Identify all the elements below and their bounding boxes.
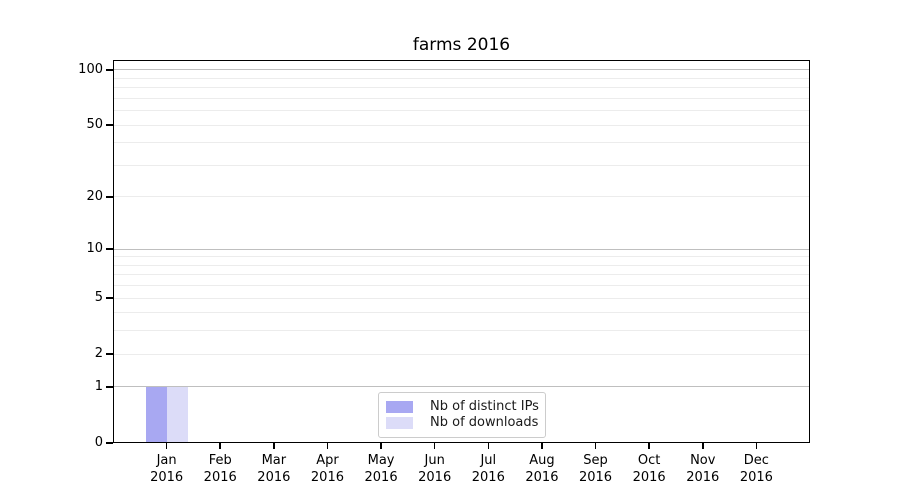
major-gridline <box>114 297 809 299</box>
x-tick-year: 2016 <box>471 470 505 485</box>
x-tick-year: 2016 <box>686 470 720 485</box>
minor-gridline <box>114 330 809 332</box>
major-gridline <box>114 196 809 198</box>
x-tick-label: Jun 2016 <box>403 452 467 486</box>
x-tick-month: Sep <box>583 453 608 468</box>
x-tick-mark <box>326 443 329 449</box>
x-tick-label: May 2016 <box>349 452 413 486</box>
x-tick-year: 2016 <box>418 470 452 485</box>
legend-label-downloads: Nb of downloads <box>430 415 539 430</box>
x-tick-mark <box>702 443 704 449</box>
x-tick-mark <box>541 443 543 449</box>
x-tick-label: Jan 2016 <box>135 452 199 486</box>
x-tick-year: 2016 <box>257 470 291 485</box>
x-tick-month: May <box>367 453 395 468</box>
legend-label-distinct-ips: Nb of distinct IPs <box>430 399 539 414</box>
y-tick-mark <box>106 69 113 71</box>
x-tick-month: Oct <box>637 453 661 468</box>
y-tick-label: 100 <box>78 61 103 77</box>
x-tick-month: Aug <box>529 453 555 468</box>
x-tick-label: Dec 2016 <box>724 452 788 486</box>
x-tick-label: Sep 2016 <box>564 452 628 486</box>
chart-title: farms 2016 <box>412 35 511 55</box>
major-gridline <box>114 248 809 250</box>
x-tick-label: Nov 2016 <box>671 452 735 486</box>
x-tick-label: Oct 2016 <box>617 452 681 486</box>
major-gridline <box>114 386 809 388</box>
y-tick-mark <box>106 442 113 444</box>
x-tick-month: Nov <box>690 453 716 468</box>
x-tick-label: Jul 2016 <box>456 452 520 486</box>
x-tick-label: Feb 2016 <box>188 452 252 486</box>
x-tick-mark <box>433 443 436 449</box>
minor-gridline <box>114 87 809 89</box>
bar-nb-of-distinct-ips <box>145 386 167 443</box>
legend: Nb of distinct IPs Nb of downloads <box>378 392 546 438</box>
minor-gridline <box>114 285 809 287</box>
y-tick-label: 5 <box>94 290 103 306</box>
x-tick-year: 2016 <box>632 470 666 485</box>
major-gridline <box>114 353 809 355</box>
y-tick-label: 20 <box>86 188 103 204</box>
y-tick-mark <box>106 248 113 250</box>
plot-area <box>113 60 810 443</box>
x-tick-year: 2016 <box>578 470 613 485</box>
x-tick-month: Jul <box>480 453 497 468</box>
x-tick-mark <box>648 443 650 449</box>
y-tick-mark <box>106 196 113 198</box>
x-tick-mark <box>755 443 758 449</box>
minor-gridline <box>114 256 809 258</box>
major-gridline <box>114 124 809 126</box>
x-tick-month: Jun <box>424 453 445 468</box>
x-tick-label: Aug 2016 <box>510 452 574 486</box>
x-tick-month: Mar <box>261 453 287 468</box>
x-tick-label: Mar 2016 <box>242 452 306 486</box>
x-tick-month: Dec <box>743 453 769 468</box>
legend-entry-distinct-ips: Nb of distinct IPs <box>386 399 539 414</box>
x-tick-year: 2016 <box>525 470 559 485</box>
legend-swatch-distinct-ips <box>386 401 413 413</box>
major-gridline <box>114 69 809 71</box>
minor-gridline <box>114 97 809 99</box>
x-tick-mark <box>165 443 168 449</box>
y-tick-mark <box>106 297 113 299</box>
x-tick-mark <box>594 443 597 449</box>
minor-gridline <box>114 142 809 144</box>
x-tick-mark <box>380 443 382 449</box>
y-tick-label: 1 <box>94 378 103 394</box>
minor-gridline <box>114 274 809 276</box>
minor-gridline <box>114 164 809 166</box>
x-tick-mark <box>487 443 490 449</box>
minor-gridline <box>114 264 809 266</box>
legend-entry-downloads: Nb of downloads <box>386 415 539 430</box>
y-tick-label: 2 <box>94 346 103 362</box>
x-tick-label: Apr 2016 <box>295 452 359 486</box>
y-tick-mark <box>106 353 113 355</box>
minor-gridline <box>114 110 809 112</box>
x-tick-year: 2016 <box>203 470 237 485</box>
y-tick-label: 50 <box>86 117 103 133</box>
y-tick-mark <box>106 386 113 388</box>
y-tick-mark <box>106 124 113 126</box>
x-tick-month: Apr <box>316 453 339 468</box>
minor-gridline <box>114 77 809 79</box>
legend-swatch-downloads <box>386 417 413 429</box>
y-tick-label: 0 <box>94 435 103 450</box>
x-tick-mark <box>219 443 221 449</box>
x-tick-year: 2016 <box>310 470 344 485</box>
x-tick-year: 2016 <box>364 470 398 485</box>
x-tick-month: Jan <box>156 453 177 468</box>
x-tick-year: 2016 <box>150 470 184 485</box>
minor-gridline <box>114 312 809 314</box>
x-tick-month: Feb <box>208 453 232 468</box>
y-tick-label: 10 <box>86 241 103 257</box>
bar-nb-of-downloads <box>166 386 188 443</box>
x-tick-mark <box>273 443 275 449</box>
x-tick-year: 2016 <box>739 470 773 485</box>
